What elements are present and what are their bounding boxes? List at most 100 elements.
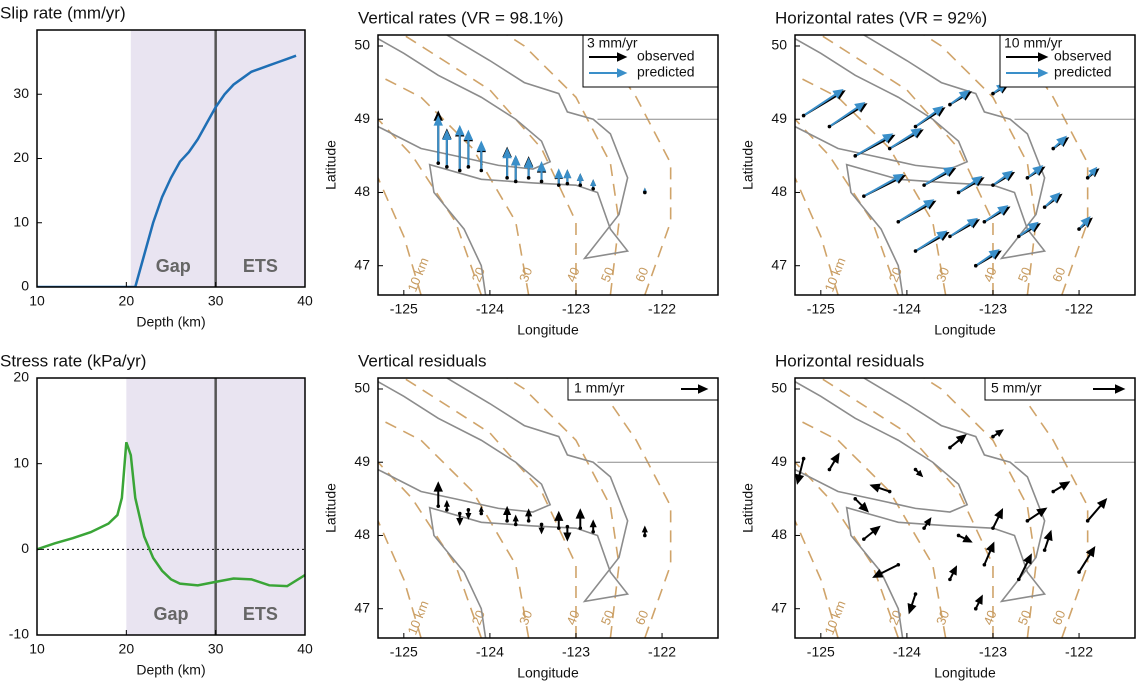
coastline <box>378 37 552 170</box>
y-axis-label: Latitude <box>323 140 339 190</box>
station <box>896 219 901 224</box>
contour-label: 10 km <box>821 255 848 293</box>
station <box>565 181 570 186</box>
slab-contour <box>923 35 1037 295</box>
slab-contour <box>923 378 1037 638</box>
legend-label: observed <box>637 48 695 64</box>
station <box>436 161 441 165</box>
station <box>913 592 918 596</box>
contour-label: 60 <box>632 265 651 284</box>
legend-scale: 1 mm/yr <box>574 380 625 396</box>
station <box>526 519 531 523</box>
panel-title: Horizontal rates (VR = 92%) <box>775 8 987 27</box>
contour-label: 50 <box>1015 265 1034 284</box>
legend-label: predicted <box>1054 64 1112 80</box>
legend-scale: 10 mm/yr <box>1004 35 1063 51</box>
region-label: ETS <box>243 256 278 276</box>
x-tick-label: 10 <box>29 641 45 657</box>
station <box>479 511 484 516</box>
x-tick-label: -122 <box>648 301 676 317</box>
coastline <box>795 37 969 170</box>
station <box>913 467 918 472</box>
y-tick-label: 50 <box>354 380 370 396</box>
slab-contour <box>506 378 620 638</box>
y-axis-label: Latitude <box>740 140 756 190</box>
vector <box>872 563 899 578</box>
station <box>556 526 561 530</box>
station <box>973 606 978 611</box>
slab-contour <box>403 35 577 295</box>
shaded-region <box>130 30 305 287</box>
vector <box>554 168 564 186</box>
x-tick-label: 20 <box>119 641 135 657</box>
x-tick-label: -125 <box>807 644 835 660</box>
vector <box>1017 553 1032 580</box>
slab-contour <box>378 520 422 638</box>
vector <box>575 508 585 529</box>
station <box>1085 176 1090 180</box>
station <box>466 165 471 169</box>
station <box>956 533 961 538</box>
vector <box>803 89 844 117</box>
x-axis-label: Depth (km) <box>136 662 205 678</box>
y-tick-label: 47 <box>771 599 787 615</box>
vector <box>854 498 869 513</box>
slab-contour <box>795 74 947 295</box>
station <box>526 176 531 180</box>
x-tick-label: -125 <box>807 301 835 317</box>
vector <box>511 155 521 182</box>
y-tick-label: 10 <box>13 213 29 229</box>
x-tick-label: 40 <box>297 293 313 309</box>
station <box>827 124 832 129</box>
y-tick-label: 50 <box>771 380 787 396</box>
station <box>948 445 952 450</box>
vector <box>828 452 840 471</box>
station <box>556 183 561 187</box>
coastline <box>845 35 1047 295</box>
slab-contour <box>820 35 994 295</box>
contour-label: 30 <box>933 265 952 284</box>
slab-contour <box>1009 35 1089 295</box>
station <box>513 522 518 527</box>
station <box>991 91 995 96</box>
x-axis-label: Longitude <box>517 665 579 681</box>
vector <box>1078 216 1091 230</box>
station <box>505 176 509 180</box>
vector <box>828 101 866 128</box>
station <box>643 533 647 538</box>
station <box>991 526 995 530</box>
contour-label: 40 <box>563 608 582 627</box>
y-tick-label: -10 <box>9 626 29 642</box>
station <box>853 154 858 158</box>
y-tick-label: 49 <box>771 110 787 126</box>
axes-frame <box>794 377 1136 639</box>
legend-arrow <box>589 52 628 62</box>
axes-frame <box>794 34 1136 296</box>
legend-scale: 3 mm/yr <box>587 35 638 51</box>
station <box>457 511 462 516</box>
slab-contour <box>378 118 483 295</box>
region-label: Gap <box>153 604 188 624</box>
coastline <box>428 35 630 295</box>
x-tick-label: -123 <box>562 644 590 660</box>
station <box>578 183 583 187</box>
y-tick-label: 47 <box>354 599 370 615</box>
x-tick-label: -122 <box>1065 644 1093 660</box>
vector <box>863 173 904 198</box>
vector <box>914 230 948 252</box>
panel-title: Vertical residuals <box>358 351 487 370</box>
station <box>445 165 449 169</box>
legend-arrow <box>1093 384 1126 394</box>
station <box>862 194 866 198</box>
x-tick-label: -124 <box>893 644 921 660</box>
station <box>948 234 952 239</box>
plot-area <box>37 30 305 287</box>
station <box>913 249 918 253</box>
panel-title: Vertical rates (VR = 98.1%) <box>358 8 564 27</box>
y-tick-label: 49 <box>771 453 787 469</box>
station <box>991 434 995 439</box>
x-tick-label: -125 <box>390 301 418 317</box>
vector <box>992 170 1013 186</box>
x-axis-label: Longitude <box>517 322 579 338</box>
x-tick-label: 10 <box>29 293 45 309</box>
